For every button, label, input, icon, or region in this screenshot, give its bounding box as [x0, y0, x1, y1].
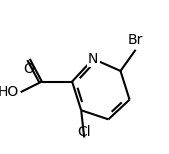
Text: N: N	[88, 52, 99, 66]
Text: Cl: Cl	[77, 125, 91, 139]
Text: Br: Br	[128, 33, 143, 47]
Text: HO: HO	[0, 85, 19, 99]
Text: O: O	[23, 62, 34, 76]
